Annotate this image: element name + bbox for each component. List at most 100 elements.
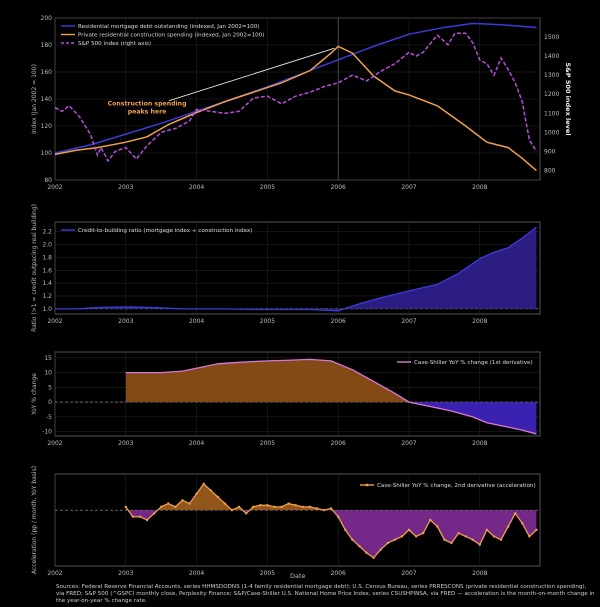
y2-tick-label: 800 xyxy=(544,167,556,174)
x-tick-label: 2004 xyxy=(189,440,204,447)
series-line-1 xyxy=(55,226,537,312)
data-point xyxy=(478,543,482,546)
legend-label: Credit-to-building ratio (mortgage index… xyxy=(78,228,252,234)
data-point xyxy=(273,505,276,509)
data-point xyxy=(329,507,333,510)
y-tick-label: -10 xyxy=(42,429,52,436)
data-point xyxy=(124,505,128,509)
data-point xyxy=(521,522,524,525)
y-tick-label: 10 xyxy=(44,370,52,377)
y2-axis-label: S&P 500 index level xyxy=(564,62,572,135)
data-point xyxy=(443,538,446,541)
y-tick-label: -5 xyxy=(46,414,52,421)
area-fill-negative xyxy=(125,510,537,558)
x-tick-label: 2005 xyxy=(260,440,275,447)
y-tick-label: 100 xyxy=(41,150,53,157)
data-point xyxy=(457,531,460,535)
x-tick-label: 2004 xyxy=(189,570,204,577)
series-line-2 xyxy=(54,45,537,172)
y-tick-label: 1.6 xyxy=(42,267,52,274)
x-tick-label: 2004 xyxy=(189,184,204,191)
data-point xyxy=(421,531,425,535)
data-point xyxy=(485,528,489,532)
data-point xyxy=(379,548,382,551)
data-point xyxy=(301,505,305,509)
y-tick-label: 1.2 xyxy=(42,293,52,300)
y-tick-label: 160 xyxy=(41,69,53,76)
annotation-text: peaks here xyxy=(128,109,167,116)
y-tick-label: 80 xyxy=(44,177,52,184)
data-point xyxy=(528,535,531,538)
data-point xyxy=(344,528,347,532)
y-axis-label: Acceleration (pp / month, YoY basis) xyxy=(31,466,38,574)
y-tick-label: 15 xyxy=(44,355,52,362)
data-point xyxy=(400,535,404,538)
data-point xyxy=(471,538,474,541)
data-point xyxy=(464,535,467,538)
y2-tick-label: 900 xyxy=(544,148,556,155)
data-point xyxy=(202,482,205,486)
legend-label: Residential mortgage debt outstanding (i… xyxy=(78,24,259,30)
x-tick-label: 2003 xyxy=(118,318,133,325)
y-tick-label: 180 xyxy=(41,42,53,49)
legend-label: Private residential construction spendin… xyxy=(78,33,264,39)
data-point xyxy=(492,535,496,538)
y-tick-label: 2.2 xyxy=(42,229,52,236)
data-point xyxy=(308,505,312,509)
y-tick-label: 1.0 xyxy=(42,306,52,313)
data-point xyxy=(266,504,269,507)
series-line-1 xyxy=(125,358,537,435)
data-point xyxy=(450,541,453,545)
y-axis-label: Ratio (>1 = credit outpacing real buildi… xyxy=(31,204,38,332)
data-point xyxy=(287,502,290,505)
data-point xyxy=(280,505,283,509)
y2-tick-label: 1500 xyxy=(544,34,559,41)
annotation-arrow xyxy=(168,47,335,102)
data-point xyxy=(152,512,156,515)
legend-label: S&P 500 index (right axis) xyxy=(78,41,151,47)
data-point xyxy=(407,528,411,532)
data-point xyxy=(160,505,163,509)
data-point xyxy=(294,504,297,507)
data-point xyxy=(209,489,212,492)
legend-label: Case-Shiller YoY % change, 2nd derivativ… xyxy=(377,483,536,489)
x-tick-label: 2006 xyxy=(331,318,346,325)
data-point xyxy=(167,502,170,505)
y-axis-label: Index (Jan 2002 = 100) xyxy=(31,64,38,134)
x-tick-label: 2008 xyxy=(472,318,487,325)
y-tick-label: 1.4 xyxy=(42,280,52,287)
data-point xyxy=(365,551,368,555)
x-tick-label: 2003 xyxy=(118,570,133,577)
y2-tick-label: 1300 xyxy=(544,72,559,79)
annotation-text: Construction spending xyxy=(108,101,187,108)
x-tick-label: 2007 xyxy=(401,570,416,577)
data-point xyxy=(259,504,262,507)
x-tick-label: 2002 xyxy=(47,440,62,447)
x-tick-label: 2002 xyxy=(47,318,62,325)
area-fill-positive xyxy=(55,227,537,309)
data-point xyxy=(386,541,389,545)
legend-label: Case-Shiller YoY % change (1st derivativ… xyxy=(414,360,533,366)
data-point xyxy=(216,495,220,499)
y2-tick-label: 1200 xyxy=(544,91,559,98)
area-fill-positive xyxy=(125,359,537,403)
data-point xyxy=(252,505,255,509)
y2-tick-label: 1400 xyxy=(544,53,559,60)
data-point xyxy=(322,508,326,512)
data-point xyxy=(230,508,234,512)
x-tick-label: 2007 xyxy=(401,184,416,191)
data-point xyxy=(195,492,198,495)
data-point xyxy=(131,515,135,518)
y-tick-label: 5 xyxy=(48,384,52,391)
x-tick-label: 2004 xyxy=(189,318,204,325)
data-point xyxy=(358,545,361,548)
y-axis-label: YoY % change xyxy=(31,373,38,416)
x-tick-label: 2008 xyxy=(472,570,487,577)
x-tick-label: 2002 xyxy=(47,184,62,191)
data-point xyxy=(506,525,510,528)
x-axis-label: Date xyxy=(290,572,306,580)
y2-tick-label: 1100 xyxy=(544,110,559,117)
data-point xyxy=(315,507,319,510)
